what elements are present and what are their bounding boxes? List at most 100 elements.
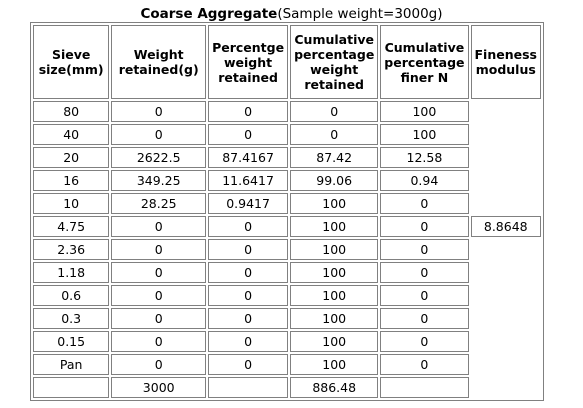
cell-finer: 100 xyxy=(380,124,469,145)
table-row: 0.3 0 0 100 0 xyxy=(33,308,541,329)
table-row: 4.75 0 0 100 0 8.8648 xyxy=(33,216,541,237)
cell-cumulative: 100 xyxy=(290,193,379,214)
caption-rest: (Sample weight=3000g) xyxy=(277,6,443,22)
table-row: 80 0 0 0 100 xyxy=(33,101,541,122)
cell-fineness-empty xyxy=(471,170,541,191)
cell-percent: 0 xyxy=(208,101,289,122)
cell-cumulative: 0 xyxy=(290,101,379,122)
table-row: 0.15 0 0 100 0 xyxy=(33,331,541,352)
cell-finer: 0 xyxy=(380,216,469,237)
header-cumulative-retained: Cumulative percentage weight retained xyxy=(290,25,379,99)
cell-fineness-empty xyxy=(471,285,541,306)
cell-sieve: 10 xyxy=(33,193,110,214)
cell-finer: 12.58 xyxy=(380,147,469,168)
cell-percent: 0 xyxy=(208,262,289,283)
cell-fineness-empty xyxy=(471,377,541,398)
total-percent-empty xyxy=(208,377,289,398)
cell-percent: 0 xyxy=(208,331,289,352)
cell-sieve: 40 xyxy=(33,124,110,145)
cell-fineness-empty xyxy=(471,124,541,145)
cell-finer: 0 xyxy=(380,308,469,329)
cell-cumulative: 100 xyxy=(290,262,379,283)
coarse-aggregate-table: Sieve size(mm) Weight retained(g) Percen… xyxy=(30,22,544,401)
cell-retained: 0 xyxy=(111,101,207,122)
cell-sieve: 80 xyxy=(33,101,110,122)
caption-bold: Coarse Aggregate xyxy=(140,6,278,22)
cell-sieve: 4.75 xyxy=(33,216,110,237)
cell-retained: 2622.5 xyxy=(111,147,207,168)
header-percent-retained: Percentge weight retained xyxy=(208,25,289,99)
table-row: 20 2622.5 87.4167 87.42 12.58 xyxy=(33,147,541,168)
cell-retained: 0 xyxy=(111,239,207,260)
cell-retained: 349.25 xyxy=(111,170,207,191)
cell-percent: 0.9417 xyxy=(208,193,289,214)
cell-percent: 0 xyxy=(208,239,289,260)
cell-fineness-empty xyxy=(471,101,541,122)
cell-retained: 0 xyxy=(111,262,207,283)
cell-sieve: 20 xyxy=(33,147,110,168)
cell-cumulative: 100 xyxy=(290,354,379,375)
total-sieve-empty xyxy=(33,377,110,398)
cell-sieve: 0.15 xyxy=(33,331,110,352)
cell-retained: 0 xyxy=(111,216,207,237)
cell-fineness-empty xyxy=(471,262,541,283)
cell-fineness-empty xyxy=(471,354,541,375)
cell-fineness-empty xyxy=(471,331,541,352)
cell-retained: 0 xyxy=(111,331,207,352)
cell-percent: 0 xyxy=(208,216,289,237)
cell-percent: 0 xyxy=(208,124,289,145)
totals-row: 3000 886.48 xyxy=(33,377,541,398)
cell-cumulative: 0 xyxy=(290,124,379,145)
cell-cumulative: 87.42 xyxy=(290,147,379,168)
table-caption: Coarse Aggregate(Sample weight=3000g) xyxy=(0,5,583,23)
header-cumulative-finer: Cumulative percentage finer N xyxy=(380,25,469,99)
cell-fineness-empty xyxy=(471,308,541,329)
cell-retained: 0 xyxy=(111,308,207,329)
total-cumulative: 886.48 xyxy=(290,377,379,398)
cell-fineness-empty xyxy=(471,239,541,260)
cell-percent: 0 xyxy=(208,308,289,329)
cell-fineness-empty xyxy=(471,147,541,168)
cell-retained: 0 xyxy=(111,124,207,145)
cell-sieve: 1.18 xyxy=(33,262,110,283)
cell-cumulative: 100 xyxy=(290,285,379,306)
cell-fineness-modulus: 8.8648 xyxy=(470,216,541,237)
cell-cumulative: 100 xyxy=(290,331,379,352)
cell-sieve: 2.36 xyxy=(33,239,110,260)
cell-percent: 0 xyxy=(208,354,289,375)
total-finer-empty xyxy=(380,377,469,398)
cell-finer: 100 xyxy=(380,101,469,122)
cell-sieve: Pan xyxy=(33,354,110,375)
table-row: 16 349.25 11.6417 99.06 0.94 xyxy=(33,170,541,191)
cell-finer: 0 xyxy=(380,193,469,214)
cell-finer: 0 xyxy=(380,239,469,260)
cell-finer: 0 xyxy=(380,262,469,283)
cell-finer: 0 xyxy=(380,354,469,375)
table-row: 1.18 0 0 100 0 xyxy=(33,262,541,283)
cell-sieve: 0.6 xyxy=(33,285,110,306)
cell-percent: 11.6417 xyxy=(208,170,289,191)
cell-cumulative: 99.06 xyxy=(290,170,379,191)
cell-percent: 87.4167 xyxy=(208,147,289,168)
table-row: 40 0 0 0 100 xyxy=(33,124,541,145)
cell-finer: 0.94 xyxy=(380,170,469,191)
cell-finer: 0 xyxy=(380,331,469,352)
cell-sieve: 0.3 xyxy=(33,308,110,329)
table-row: 2.36 0 0 100 0 xyxy=(33,239,541,260)
cell-retained: 0 xyxy=(111,354,207,375)
header-sieve-size: Sieve size(mm) xyxy=(33,25,110,99)
cell-retained: 28.25 xyxy=(111,193,207,214)
header-row: Sieve size(mm) Weight retained(g) Percen… xyxy=(33,25,541,99)
cell-percent: 0 xyxy=(208,285,289,306)
table-row: Pan 0 0 100 0 xyxy=(33,354,541,375)
total-retained: 3000 xyxy=(111,377,207,398)
cell-finer: 0 xyxy=(380,285,469,306)
header-fineness-modulus: Fineness modulus xyxy=(470,25,541,99)
cell-cumulative: 100 xyxy=(290,308,379,329)
cell-retained: 0 xyxy=(111,285,207,306)
table-body: 80 0 0 0 100 40 0 0 0 100 20 2622.5 87.4167 87.42 12.5… xyxy=(33,101,541,398)
table-row: 10 28.25 0.9417 100 0 xyxy=(33,193,541,214)
cell-cumulative: 100 xyxy=(290,216,379,237)
table-row: 0.6 0 0 100 0 xyxy=(33,285,541,306)
cell-fineness-empty xyxy=(471,193,541,214)
